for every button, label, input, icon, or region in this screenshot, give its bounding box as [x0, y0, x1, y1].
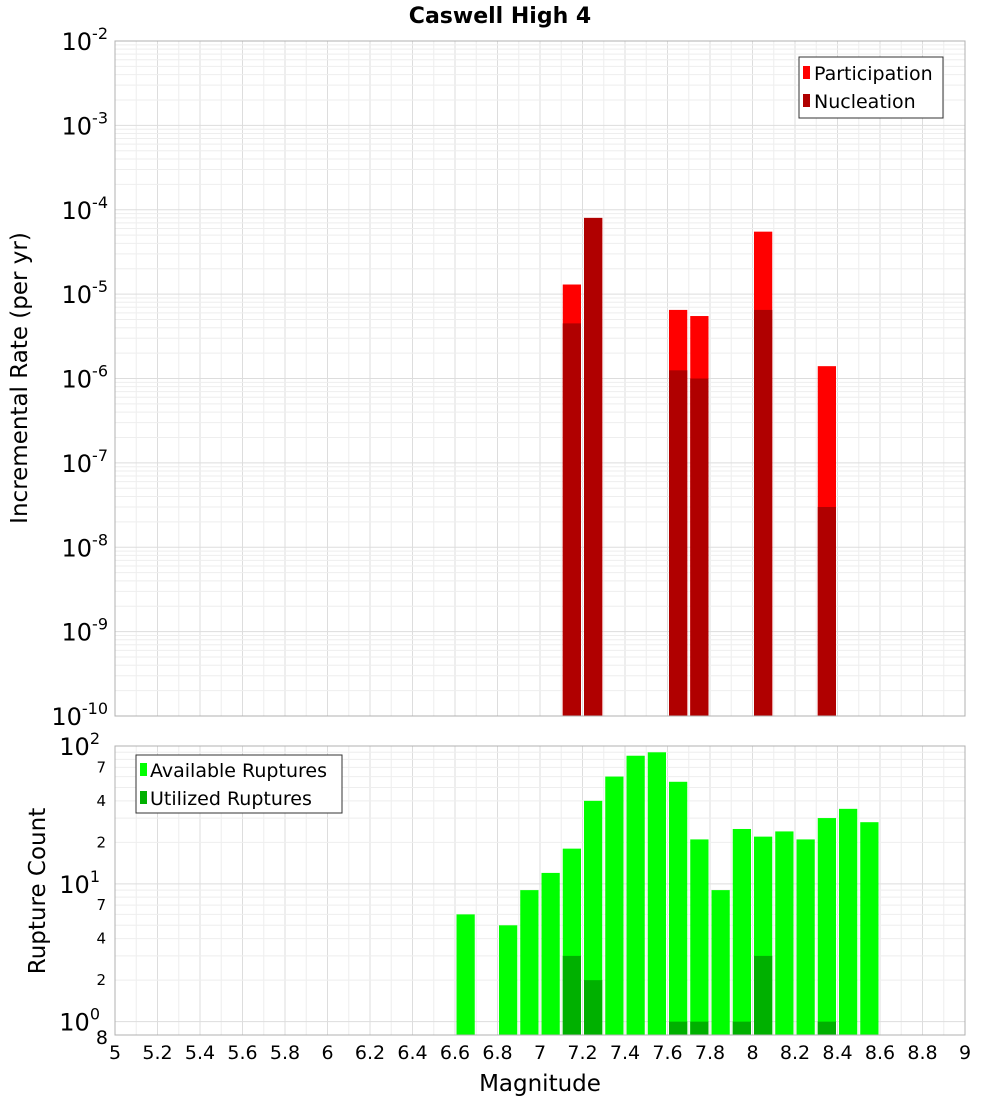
legend-label-available: Available Ruptures: [150, 760, 327, 782]
x-tick-label: 5: [109, 1042, 121, 1064]
bar-nucleation-7.75: [690, 378, 709, 716]
top-y-tick-label: 10-9: [62, 615, 109, 647]
bottom-y-tick-label: 100: [59, 1005, 100, 1037]
top-grid: [115, 41, 966, 716]
bottom-bars: [456, 752, 879, 1035]
x-tick-label: 5.6: [227, 1042, 257, 1064]
x-tick-labels: 5 5.2 5.4 5.6 5.8 6 6.2 6.4 6.6 6.8 7 7.2 7.4 7.6 7.8 8…: [109, 1042, 971, 1064]
top-y-tick-label: 10-10: [51, 699, 108, 731]
bottom-legend: Available Ruptures Utilized Ruptures: [135, 754, 343, 814]
top-y-tick-label: 10-7: [62, 446, 109, 478]
bottom-y-minor-label: 4: [96, 930, 106, 948]
legend-label-nucleation: Nucleation: [814, 91, 916, 113]
x-tick-label: 7: [534, 1042, 546, 1064]
x-tick-label: 8.8: [907, 1042, 937, 1064]
bar-utilized-ruptures-7.65: [669, 1021, 688, 1035]
top-y-tick-label: 10-8: [62, 530, 109, 562]
x-tick-label: 7.8: [695, 1042, 725, 1064]
legend-label-utilized: Utilized Ruptures: [150, 788, 312, 810]
top-y-tick-label: 10-5: [62, 277, 109, 309]
x-tick-label: 8.4: [822, 1042, 852, 1064]
bar-utilized-ruptures-7.15: [562, 955, 581, 1035]
x-tick-label: 7.4: [610, 1042, 640, 1064]
legend-label-participation: Participation: [814, 63, 933, 85]
top-y-axis-label: Incremental Rate (per yr): [7, 232, 33, 524]
x-tick-label: 8.2: [780, 1042, 810, 1064]
bar-available-ruptures-7.05: [541, 872, 560, 1035]
bottom-y-minor-label: 4: [96, 792, 106, 810]
bottom-y-minor-label: 7: [96, 896, 106, 914]
x-tick-label: 6.2: [355, 1042, 385, 1064]
x-tick-label: 8: [746, 1042, 758, 1064]
bar-available-ruptures-8.25: [796, 839, 815, 1035]
bottom-y-minor-label: 2: [96, 833, 106, 851]
bar-available-ruptures-8.45: [839, 808, 858, 1035]
bar-available-ruptures-8.35: [817, 818, 836, 1035]
bar-utilized-ruptures-8.35: [817, 1021, 836, 1035]
bar-nucleation-8.05: [754, 309, 773, 716]
legend-swatch-participation: [803, 66, 810, 79]
top-y-tick-label: 10-3: [62, 108, 109, 140]
x-tick-label: 7.2: [567, 1042, 597, 1064]
x-tick-label: 6.4: [397, 1042, 427, 1064]
bar-available-ruptures-7.75: [690, 839, 709, 1035]
top-panel: 10-10 10-9 10-8 10-7 10-6 10-5 10-4 10-3 10-2 In…: [7, 24, 966, 731]
bottom-y-minor-label: 7: [96, 758, 106, 776]
legend-swatch-available: [140, 763, 147, 776]
x-tick-label: 8.6: [865, 1042, 895, 1064]
bar-available-ruptures-7.95: [732, 828, 751, 1035]
bar-utilized-ruptures-7.75: [690, 1021, 709, 1035]
bar-available-ruptures-7.25: [584, 800, 603, 1035]
bar-available-ruptures-7.85: [711, 890, 730, 1035]
bar-available-ruptures-7.55: [647, 752, 666, 1035]
chart-title: Caswell High 4: [409, 4, 591, 29]
top-y-tick-label: 10-2: [62, 24, 109, 56]
x-tick-label: 6.6: [440, 1042, 470, 1064]
top-bars: [562, 217, 836, 716]
x-tick-label: 5.8: [270, 1042, 300, 1064]
bar-available-ruptures-7.65: [669, 781, 688, 1035]
bar-nucleation-7.25: [584, 217, 603, 716]
bar-available-ruptures-6.65: [456, 914, 475, 1035]
bar-utilized-ruptures-7.95: [732, 1021, 751, 1035]
bottom-panel: 100 101 102 8 2 4 7 2 4 7 5 5.2 5.4 5.6 5.8 6 6.2 6.4 6.6…: [25, 729, 971, 1097]
bar-available-ruptures-7.35: [605, 776, 624, 1035]
bar-available-ruptures-8.55: [860, 822, 879, 1035]
top-y-ticks: 10-10 10-9 10-8 10-7 10-6 10-5 10-4 10-3 10-2: [51, 24, 108, 731]
top-legend-box: [798, 56, 944, 119]
legend-swatch-utilized: [140, 791, 147, 804]
bottom-y-tick-label: 101: [59, 867, 100, 899]
bar-available-ruptures-6.85: [499, 925, 518, 1035]
bottom-y-ticks: 100 101 102 8 2 4 7 2 4 7: [59, 729, 108, 1049]
bottom-y-tick-label: 102: [59, 729, 100, 761]
x-tick-label: 6: [321, 1042, 333, 1064]
bottom-plot-frame: [114, 745, 966, 1036]
bar-nucleation-7.15: [562, 323, 581, 716]
x-axis-label: Magnitude: [479, 1071, 601, 1097]
bar-available-ruptures-8.15: [775, 831, 794, 1035]
top-y-tick-label: 10-6: [62, 362, 109, 394]
top-legend: Participation Nucleation: [798, 56, 944, 119]
x-tick-label: 9: [959, 1042, 971, 1064]
x-tick-label: 5.2: [142, 1042, 172, 1064]
bar-available-ruptures-6.95: [520, 890, 539, 1035]
x-tick-label: 7.6: [652, 1042, 682, 1064]
bar-available-ruptures-7.45: [626, 755, 645, 1035]
bottom-y-minor-label: 2: [96, 971, 106, 989]
top-plot-frame: [114, 40, 966, 717]
bottom-y-axis-label: Rupture Count: [25, 808, 51, 974]
bottom-legend-box: [135, 754, 343, 814]
x-tick-label: 5.4: [185, 1042, 215, 1064]
bottom-y-minor-label: 8: [96, 1027, 108, 1049]
bar-utilized-ruptures-7.25: [584, 980, 603, 1035]
bar-utilized-ruptures-8.05: [754, 955, 773, 1035]
bar-nucleation-7.65: [669, 370, 688, 716]
x-tick-label: 6.8: [482, 1042, 512, 1064]
top-y-tick-label: 10-4: [62, 193, 109, 225]
legend-swatch-nucleation: [803, 94, 810, 107]
bar-nucleation-8.35: [817, 506, 836, 716]
